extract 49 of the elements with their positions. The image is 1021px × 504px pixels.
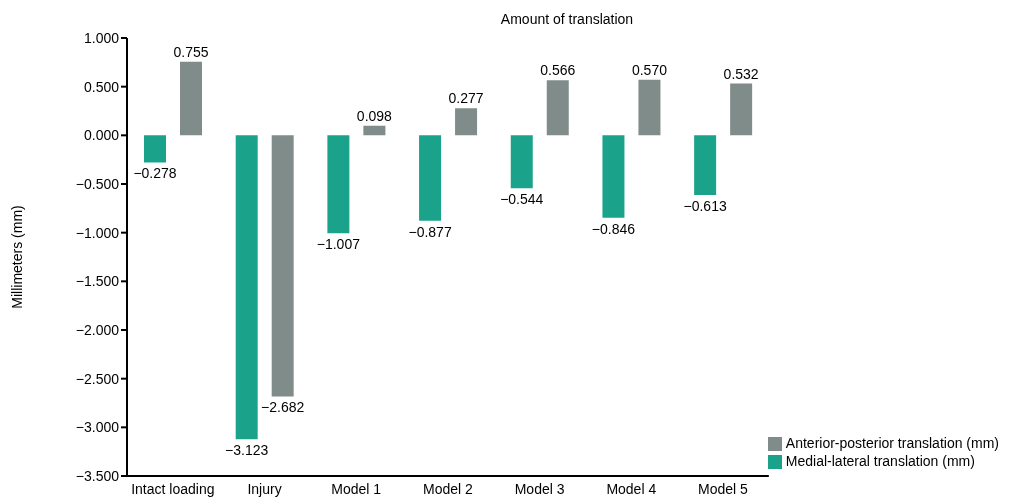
data-label: −0.613 <box>683 198 727 214</box>
bar <box>419 135 442 221</box>
bar <box>602 135 625 218</box>
x-tick-label: Intact loading <box>131 480 215 497</box>
bar <box>730 83 753 136</box>
data-label: 0.755 <box>173 43 209 60</box>
x-tick-label: Model 2 <box>423 480 474 497</box>
bar <box>271 135 294 397</box>
bar <box>694 135 717 195</box>
x-tick-label: Injury <box>247 480 282 497</box>
bar <box>546 80 569 136</box>
bar <box>638 79 661 136</box>
chart-title: Amount of translation <box>500 11 634 27</box>
data-label: −0.846 <box>591 220 636 237</box>
bar <box>327 135 350 234</box>
data-label: 0.532 <box>723 65 759 82</box>
y-tick-label: −0.500 <box>75 175 120 192</box>
y-tick-label: −3.500 <box>75 467 120 484</box>
bar <box>180 61 202 136</box>
y-axis-title: Millimeters (mm) <box>9 205 25 309</box>
y-tick-label: −3.000 <box>75 419 120 436</box>
legend-label: Anterior-posterior translation (mm) <box>785 435 999 451</box>
y-tick-label: 1.000 <box>83 29 120 46</box>
data-label: −0.544 <box>500 191 544 208</box>
bar <box>235 135 258 440</box>
x-tick-label: Model 4 <box>606 480 657 497</box>
data-label: −3.123 <box>225 442 269 459</box>
x-tick-label: Model 1 <box>331 480 382 497</box>
bar <box>363 125 386 136</box>
y-tick-label: 0.500 <box>83 78 120 95</box>
data-label: 0.570 <box>631 61 668 78</box>
data-label: −1.007 <box>316 236 361 253</box>
data-label: −0.278 <box>133 165 177 182</box>
bar <box>455 108 478 136</box>
y-tick-label: 0.000 <box>83 127 120 144</box>
x-tick-label: Model 3 <box>514 480 565 497</box>
data-label: −2.682 <box>261 399 305 416</box>
legend-label: Medial-lateral translation (mm) <box>785 453 975 469</box>
x-tick-label: Model 5 <box>698 480 749 497</box>
y-tick-label: −2.500 <box>75 370 120 387</box>
data-label: −0.877 <box>408 223 452 240</box>
bar <box>144 135 166 163</box>
data-label: 0.566 <box>540 62 576 79</box>
y-tick-label: −1.000 <box>75 224 120 241</box>
data-label: 0.098 <box>356 107 393 124</box>
y-tick-label: −2.000 <box>75 321 120 338</box>
data-label: 0.277 <box>448 90 484 107</box>
y-tick-label: −1.500 <box>75 273 120 290</box>
bar <box>510 135 533 189</box>
